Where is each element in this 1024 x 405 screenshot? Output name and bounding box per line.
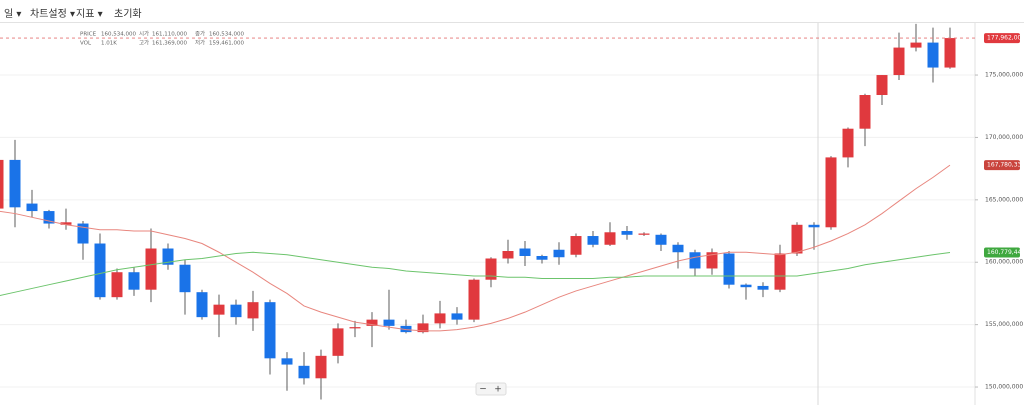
candle-body [213,304,225,315]
y-tick-label: 165,000,000 [985,196,1023,203]
candle-body [349,327,361,329]
candle-body [383,319,395,326]
menu-label: 차트설정 [30,9,67,20]
info-value: 1.01K [101,41,117,47]
candle-body [774,253,786,290]
candle-body [9,159,21,208]
candle-body [315,355,327,379]
candle-body [570,236,582,255]
candle-body [247,302,259,319]
candle-body [26,203,38,212]
y-tick-label: 150,000,000 [985,384,1023,391]
menu-label: 지표 [76,9,95,20]
candle-body [910,42,922,48]
candle-body [281,358,293,365]
zoom-panel [475,382,507,396]
zoom-in[interactable]: + [494,385,502,395]
y-tick-label: 160,000,000 [985,259,1023,266]
info-label: 종가 [195,30,205,38]
info-value: 161,369,000 [152,41,187,47]
candle-body [196,292,208,318]
candle-body [502,251,514,259]
candle-body [757,285,769,290]
candle-body [519,248,531,256]
candle-body [468,279,480,320]
candle-body [0,159,4,209]
candle-body [723,253,735,285]
candle-body [145,248,157,290]
candle-body [791,224,803,254]
info-label: 저가 [195,39,205,47]
candle-body [689,252,701,269]
y-tick-label: 155,000,000 [985,321,1023,328]
y-tick-label: 170,000,000 [985,134,1023,141]
candle-body [842,128,854,158]
candle-body [162,248,174,265]
info-value: 161,110,000 [152,32,187,38]
candle-body [485,258,497,280]
candle-body [400,325,412,333]
candle-body [655,234,667,245]
candle-body [179,264,191,293]
zoom-out[interactable]: − [479,385,487,395]
candle-body [264,302,276,359]
candle-body [417,323,429,333]
reset-button[interactable]: 초기화 [114,9,142,20]
price-tag-label: 177,962,000 [987,35,1024,42]
candle-body [876,75,888,96]
period-menu[interactable]: 일 ▾ [4,9,22,20]
info-label: 시가 [139,30,149,38]
chart-settings-menu[interactable]: 차트설정 ▾ [30,9,76,20]
candle-body [60,222,72,225]
candle-body [859,95,871,129]
candle-body [672,244,684,253]
candle-body [638,233,650,235]
info-value: 159,461,000 [209,41,244,47]
toolbar: 일 ▾ 차트설정 ▾ 지표 ▾ 초기화 [0,0,1024,23]
info-label: 고가 [139,39,149,47]
candle-body [77,223,89,244]
candle-body [94,243,106,298]
candle-body [230,304,242,318]
price-tag-label: 167,780,333 [987,162,1024,169]
info-label: VOL [80,41,92,47]
candle-body [604,232,616,245]
candle-body [927,42,939,68]
candle-body [536,255,548,260]
price-tag [984,160,1020,171]
price-tag-label: 160,779,440 [987,249,1024,256]
candle-body [128,272,140,290]
candle-body [43,211,55,224]
info-box: PRICE 160,534,000 시가 161,110,000 종가 160,… [80,30,244,47]
candle-body [451,313,463,320]
candle-body [621,231,633,235]
y-tick-label: 175,000,000 [985,72,1023,79]
candle-body [332,328,344,356]
candle-body [366,319,378,326]
moving-average [0,164,951,332]
candle-body [434,313,446,324]
candle-body [587,236,599,245]
moving-average [0,251,951,296]
candle-body [808,224,820,228]
info-value: 160,534,000 [209,32,244,38]
price-tag [984,33,1020,44]
candle-body [706,252,718,269]
candle-body [740,284,752,288]
candle-body [825,157,837,228]
indicator-menu[interactable]: 지표 ▾ [76,9,103,20]
candle-body [111,272,123,298]
candle-body [944,38,956,68]
price-tag [984,247,1020,258]
candle-body [893,47,905,76]
candle-body [298,365,310,379]
info-label: PRICE [80,32,97,38]
candle-body [553,249,565,258]
menu-label: 일 [4,9,14,20]
info-value: 160,534,000 [101,32,136,38]
